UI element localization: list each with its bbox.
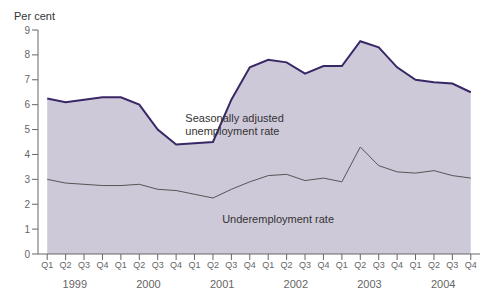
svg-text:Q3: Q3 — [299, 260, 311, 270]
svg-text:6: 6 — [24, 99, 30, 110]
svg-text:2003: 2003 — [357, 278, 381, 290]
svg-text:2: 2 — [24, 199, 30, 210]
svg-text:Q2: Q2 — [354, 260, 366, 270]
svg-text:Q2: Q2 — [428, 260, 440, 270]
svg-text:Q1: Q1 — [410, 260, 422, 270]
svg-text:5: 5 — [24, 124, 30, 135]
svg-text:Q4: Q4 — [170, 260, 182, 270]
svg-text:Q3: Q3 — [78, 260, 90, 270]
svg-text:Q3: Q3 — [446, 260, 458, 270]
svg-text:Q4: Q4 — [465, 260, 477, 270]
svg-text:Q1: Q1 — [189, 260, 201, 270]
svg-text:Q1: Q1 — [41, 260, 53, 270]
svg-text:Underemployment rate: Underemployment rate — [222, 213, 334, 225]
svg-text:2001: 2001 — [210, 278, 234, 290]
svg-text:2004: 2004 — [431, 278, 455, 290]
svg-text:Q2: Q2 — [133, 260, 145, 270]
svg-text:Q4: Q4 — [317, 260, 329, 270]
svg-text:Q1: Q1 — [115, 260, 127, 270]
svg-text:Q3: Q3 — [152, 260, 164, 270]
svg-text:1: 1 — [24, 224, 30, 235]
svg-text:0: 0 — [24, 249, 30, 260]
svg-text:3: 3 — [24, 174, 30, 185]
svg-text:Q3: Q3 — [225, 260, 237, 270]
svg-text:2002: 2002 — [284, 278, 308, 290]
html-text:Per cent: Per cent — [14, 10, 55, 22]
svg-text:Q4: Q4 — [96, 260, 108, 270]
svg-text:7: 7 — [24, 74, 30, 85]
svg-text:4: 4 — [24, 149, 30, 160]
svg-text:1999: 1999 — [63, 278, 87, 290]
svg-text:Q3: Q3 — [373, 260, 385, 270]
svg-text:8: 8 — [24, 49, 30, 60]
svg-text:Q2: Q2 — [281, 260, 293, 270]
svg-text:Seasonally adjustedunemploymen: Seasonally adjustedunemployment rate — [185, 112, 283, 137]
svg-text:Q4: Q4 — [244, 260, 256, 270]
svg-text:2000: 2000 — [136, 278, 160, 290]
svg-text:Q2: Q2 — [207, 260, 219, 270]
svg-text:Q2: Q2 — [60, 260, 72, 270]
svg-text:Q1: Q1 — [262, 260, 274, 270]
svg-text:Q4: Q4 — [391, 260, 403, 270]
svg-text:9: 9 — [24, 25, 30, 36]
svg-text:Q1: Q1 — [336, 260, 348, 270]
